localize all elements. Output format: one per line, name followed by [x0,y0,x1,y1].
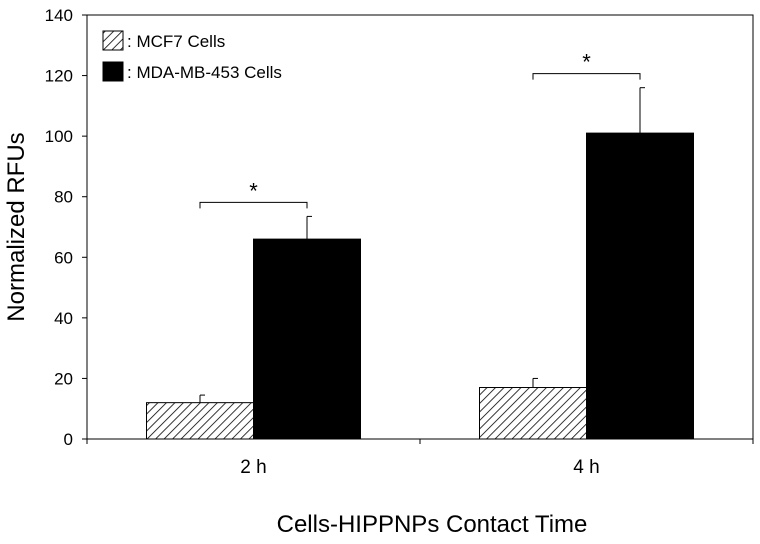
y-tick-label: 140 [45,6,73,25]
x-tick-label: 4 h [573,457,599,478]
y-tick-label: 20 [54,369,73,388]
significance-star: * [582,50,591,75]
legend: : MCF7 Cells : MDA-MB-453 Cells [102,30,282,82]
y-tick-label: 120 [45,67,73,86]
legend-label-mcf7: : MCF7 Cells [127,32,225,51]
y-axis-label: Normalized RFUs [3,132,30,321]
bar-mcf7-1 [479,387,587,440]
legend-swatch-mda [102,61,124,82]
bar-mda-1 [586,132,694,440]
x-tick-label: 2 h [240,457,266,478]
error-bars-group [199,87,645,403]
y-tick-label: 100 [45,127,73,146]
y-tick-label: 80 [54,188,73,207]
significance-group: ** [199,50,641,209]
legend-swatch-mcf7 [102,30,124,51]
y-tick-label: 0 [64,430,73,449]
y-tick-label: 40 [54,309,73,328]
y-axis: 0 20 40 60 80 100 120 140 [45,6,87,449]
legend-label-mda: : MDA-MB-453 Cells [127,63,282,82]
x-axis-label: Cells-HIPPNPs Contact Time [277,511,588,538]
bar-mcf7-0 [146,402,254,440]
significance-bracket [532,73,641,80]
significance-bracket [199,201,308,209]
y-tick-label: 60 [54,248,73,267]
significance-star: * [249,178,258,203]
bars-group [146,132,694,440]
x-axis: 2 h 4 h [86,439,754,478]
bar-mda-0 [253,238,361,440]
